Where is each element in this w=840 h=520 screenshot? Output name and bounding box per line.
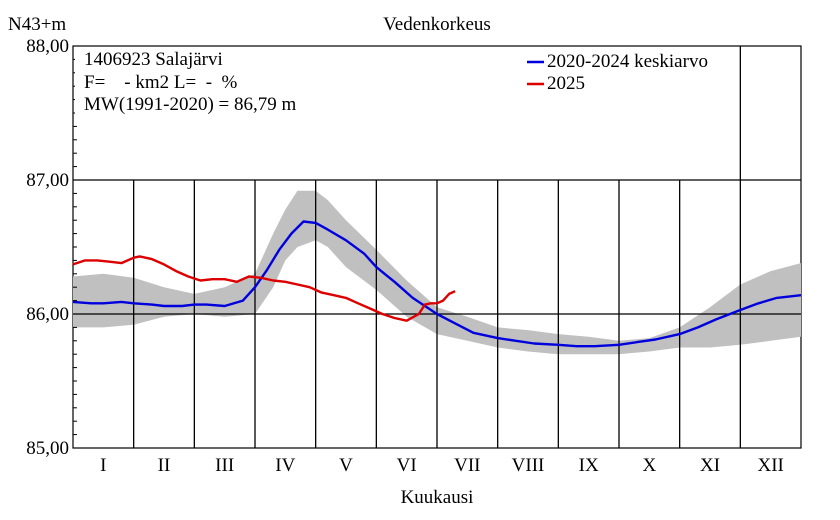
month-label: VIII bbox=[512, 455, 545, 476]
y-tick-label: 85,00 bbox=[26, 438, 69, 459]
y-tick-label: 88,00 bbox=[26, 36, 69, 57]
info-box-background bbox=[75, 48, 333, 120]
station-name: 1406923 Salajärvi bbox=[84, 49, 223, 70]
legend-label-average: 2020-2024 keskiarvo bbox=[547, 51, 708, 72]
y-tick-label: 87,00 bbox=[26, 170, 69, 191]
month-label: VII bbox=[454, 455, 480, 476]
y-tick-label: 86,00 bbox=[26, 304, 69, 325]
month-label: V bbox=[339, 455, 353, 476]
month-label: XI bbox=[700, 455, 720, 476]
month-label: IV bbox=[275, 455, 295, 476]
legend-background bbox=[525, 48, 733, 98]
month-label: II bbox=[158, 455, 171, 476]
y-axis-label: N43+m bbox=[8, 14, 66, 35]
mean-water-level: MW(1991-2020) = 86,79 m bbox=[84, 94, 297, 115]
x-axis-label: Kuukausi bbox=[401, 487, 474, 508]
series-lines bbox=[72, 220, 802, 348]
catchment-info: F= - km2 L= - % bbox=[84, 72, 238, 93]
series-line-1 bbox=[72, 255, 456, 322]
month-label: XII bbox=[757, 455, 783, 476]
legend-label-2025: 2025 bbox=[547, 73, 585, 94]
chart-title: Vedenkorkeus bbox=[383, 14, 491, 35]
month-label: X bbox=[642, 455, 656, 476]
month-label: III bbox=[215, 455, 234, 476]
series-line-0 bbox=[72, 220, 802, 348]
month-label: IX bbox=[579, 455, 599, 476]
month-label: I bbox=[100, 455, 106, 476]
month-label: VI bbox=[397, 455, 417, 476]
